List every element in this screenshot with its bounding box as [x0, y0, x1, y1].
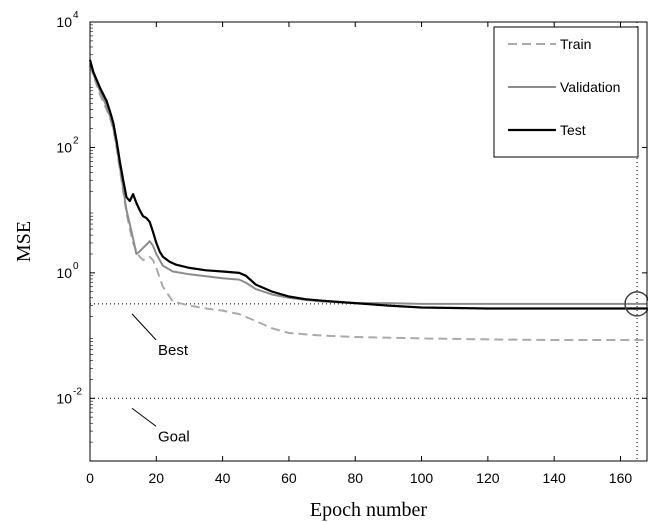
legend-label-validation: Validation [560, 79, 620, 95]
legend-label-test: Test [560, 122, 586, 138]
y-tick-label-exponent: 0 [73, 261, 79, 272]
legend-box [493, 26, 639, 158]
x-tick-label: 60 [281, 470, 297, 486]
x-tick-label: 120 [476, 470, 500, 486]
y-tick-label-exponent: 2 [73, 135, 79, 146]
x-tick-label: 40 [215, 470, 231, 486]
plot-area [88, 22, 648, 461]
y-tick-label-base: 10 [56, 139, 72, 155]
y-tick-label-exponent: -2 [73, 386, 82, 397]
y-tick-label-exponent: 4 [73, 10, 79, 21]
x-tick-label: 140 [542, 470, 566, 486]
y-tick-label-base: 10 [56, 390, 72, 406]
y-tick-label-base: 10 [56, 14, 72, 30]
y-tick-label-base: 10 [56, 265, 72, 281]
legend: Train Validation Test [493, 26, 639, 158]
x-tick-label: 100 [410, 470, 434, 486]
annotation-leader-best [131, 313, 157, 341]
x-tick-label: 20 [149, 470, 165, 486]
best-marker-circle [624, 291, 648, 317]
annotation-leader-goal [131, 407, 157, 427]
x-tick-label: 160 [609, 470, 633, 486]
y-axis-label: MSE [13, 221, 35, 262]
x-axis-label: Epoch number [310, 499, 428, 521]
annotation-label-best: Best [158, 342, 189, 359]
series-line-test [88, 59, 647, 310]
annotation-label-goal: Goal [158, 428, 190, 445]
plot-frame [89, 21, 648, 462]
x-tick-label: 0 [86, 470, 94, 486]
x-tick-label: 80 [347, 470, 363, 486]
legend-label-train: Train [560, 36, 591, 52]
annotations: Best Goal [131, 313, 190, 445]
